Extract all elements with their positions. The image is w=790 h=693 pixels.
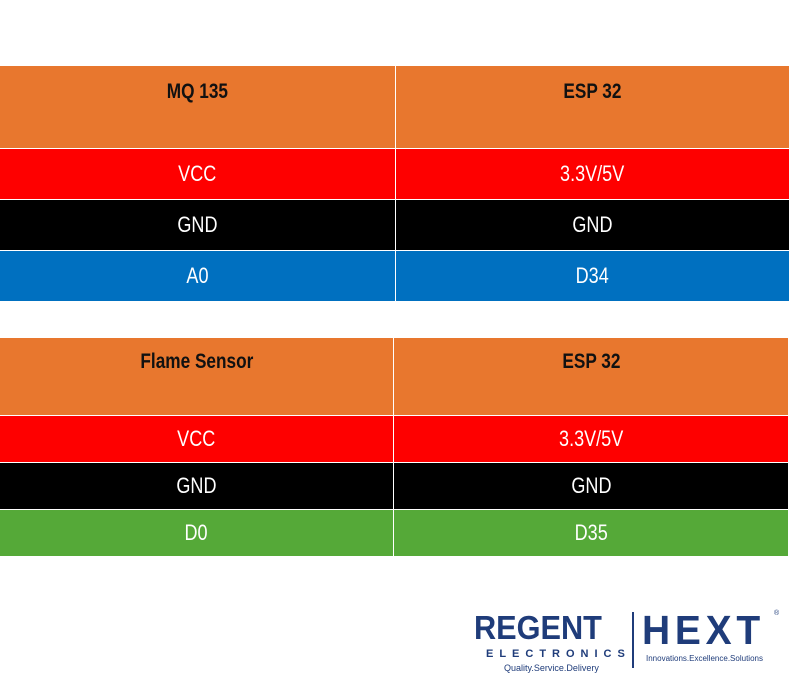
- regent-tagline: Quality.Service.Delivery: [504, 663, 599, 673]
- board-pin: GND: [572, 212, 613, 237]
- table-header-cell: ESP 32: [396, 66, 789, 148]
- board-name: ESP 32: [563, 80, 622, 103]
- table-row-gnd: GND: [0, 463, 393, 509]
- brand-logo: REGENT ELECTRONICS Quality.Service.Deliv…: [474, 607, 784, 682]
- board-name: ESP 32: [561, 350, 621, 373]
- mq135-pinout-table: MQ 135 ESP 32 VCC 3.3V/5V GND GND A0 D34: [0, 66, 789, 301]
- table-header-cell: MQ 135: [0, 66, 395, 148]
- regent-logo-text: REGENT: [474, 609, 602, 646]
- board-pin: GND: [570, 473, 612, 498]
- logo-divider: [632, 612, 634, 668]
- board-pin: 3.3V/5V: [558, 426, 624, 451]
- table-row-signal: D35: [394, 510, 788, 556]
- table-row-vcc: 3.3V/5V: [396, 149, 789, 199]
- table-row-gnd: GND: [394, 463, 788, 509]
- registered-mark: ®: [774, 610, 780, 617]
- table-row-vcc: 3.3V/5V: [394, 416, 788, 462]
- sensor-pin: VCC: [178, 161, 217, 186]
- table-row-signal: A0: [0, 251, 395, 301]
- board-pin: D34: [575, 263, 610, 288]
- table-header-cell: ESP 32: [394, 338, 788, 415]
- sensor-name: MQ 135: [166, 80, 229, 103]
- regent-subtitle: ELECTRONICS: [486, 648, 631, 660]
- sensor-pin: GND: [177, 212, 218, 237]
- table-row-gnd: GND: [0, 200, 395, 250]
- hext-tagline: Innovations.Excellence.Solutions: [646, 654, 763, 663]
- table-row-signal: D34: [396, 251, 789, 301]
- sensor-pin: GND: [176, 473, 217, 498]
- table-row-gnd: GND: [396, 200, 789, 250]
- flame-sensor-pinout-table: Flame Sensor ESP 32 VCC 3.3V/5V GND GND …: [0, 338, 788, 556]
- table-row-signal: D0: [0, 510, 393, 556]
- sensor-pin: A0: [186, 263, 209, 288]
- sensor-name: Flame Sensor: [140, 350, 253, 373]
- sensor-pin: D0: [184, 520, 209, 545]
- table-row-vcc: VCC: [0, 149, 395, 199]
- board-pin: D35: [574, 520, 608, 545]
- table-row-vcc: VCC: [0, 416, 393, 462]
- board-pin: 3.3V/5V: [560, 161, 625, 186]
- sensor-pin: VCC: [177, 426, 216, 451]
- hext-logo-text: HEXT: [642, 607, 765, 653]
- table-header-cell: Flame Sensor: [0, 338, 393, 415]
